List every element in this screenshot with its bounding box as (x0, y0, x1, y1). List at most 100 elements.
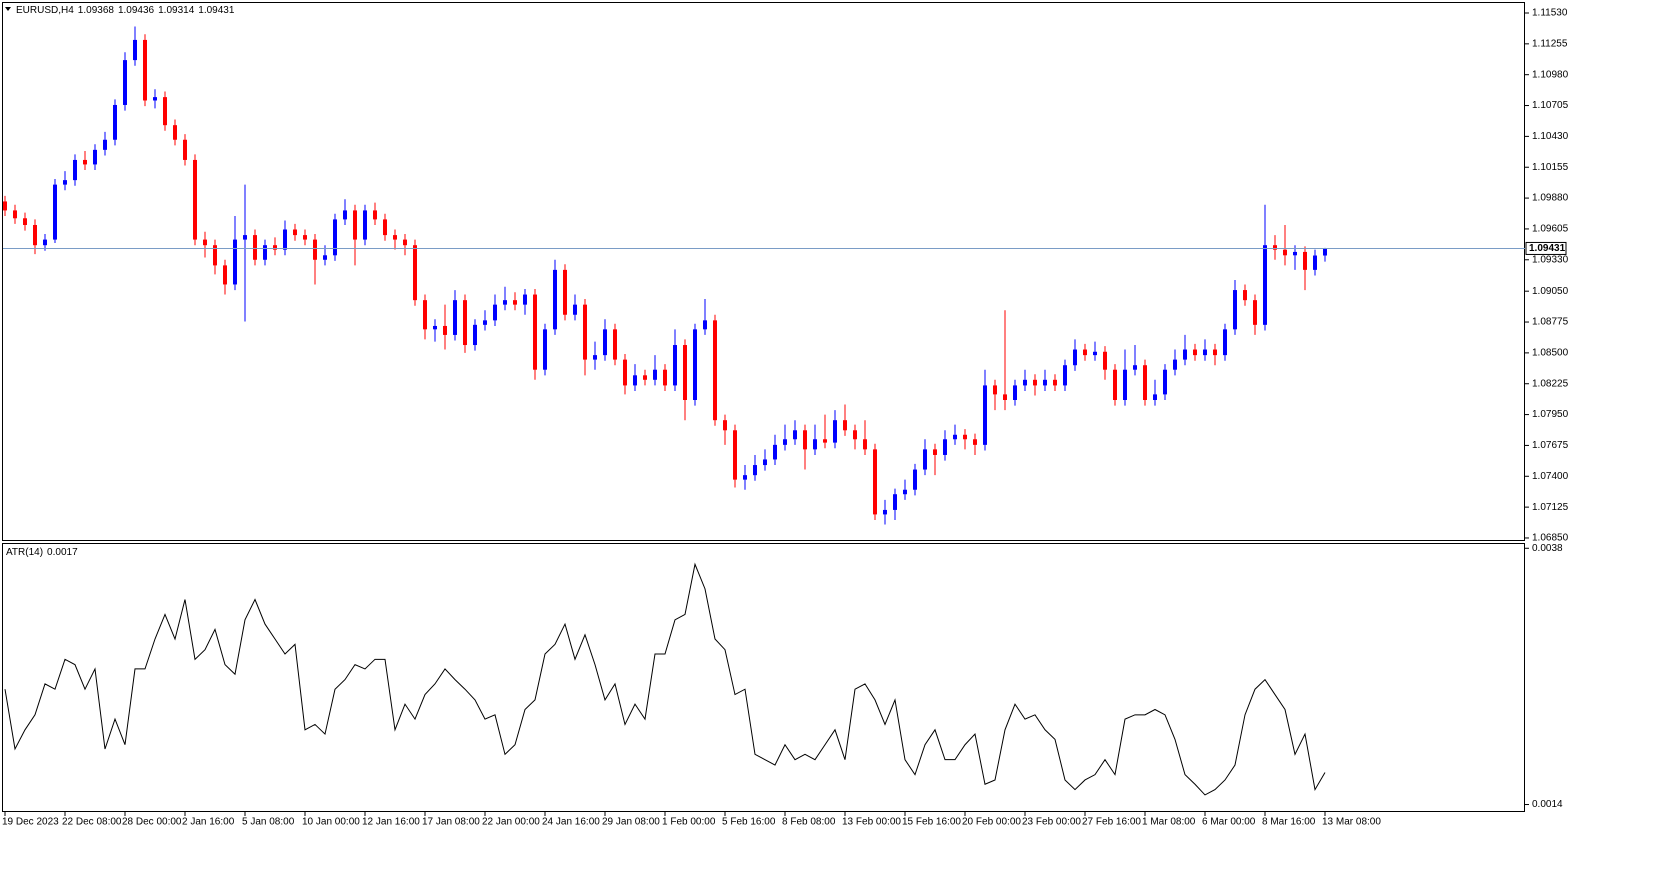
candle-body (1073, 349, 1077, 366)
candle-body (913, 469, 917, 490)
candle-body (933, 449, 937, 455)
candle-body (1013, 385, 1017, 400)
candle-body (563, 269, 567, 315)
candle-body (1003, 394, 1007, 400)
atr-title: ATR(14) (6, 547, 43, 558)
candle-body (173, 125, 177, 140)
candle-body (453, 300, 457, 335)
candle-body (1303, 251, 1307, 270)
candle-body (1313, 255, 1317, 270)
y-tick-label: 1.10980 (1532, 69, 1569, 80)
candle-body (443, 325, 447, 335)
x-tick-label: 8 Mar 16:00 (1262, 817, 1316, 828)
candle-body (1243, 290, 1247, 301)
candle-body (143, 39, 147, 101)
candle-body (943, 439, 947, 455)
candle-body (523, 294, 527, 305)
candle-body (1183, 349, 1187, 360)
candle-body (63, 180, 67, 185)
candle-body (1263, 245, 1267, 325)
candle-body (183, 139, 187, 160)
candle-body (653, 369, 657, 380)
candle-body (973, 439, 977, 445)
y-tick-label: 1.11530 (1532, 8, 1568, 19)
candle-body (203, 239, 207, 246)
candle-body (1103, 351, 1107, 370)
candle-body (1273, 245, 1277, 250)
candle-body (993, 385, 997, 395)
y-tick-label: 1.10430 (1532, 131, 1569, 142)
candle-body (83, 159, 87, 165)
candle-body (23, 218, 27, 226)
candle-body (1093, 351, 1097, 356)
current-price-label: 1.09431 (1529, 243, 1566, 254)
candle-body (293, 229, 297, 236)
x-tick-label: 1 Feb 00:00 (662, 817, 716, 828)
candle-body (483, 320, 487, 325)
candle-body (863, 439, 867, 450)
candle-body (1153, 394, 1157, 400)
candle-body (273, 245, 277, 250)
candle-body (643, 375, 647, 380)
x-tick-label: 22 Jan 00:00 (482, 817, 540, 828)
atr-last-value: 0.0017 (47, 547, 78, 558)
candle-body (1253, 300, 1257, 325)
candle-body (113, 104, 117, 140)
x-tick-label: 27 Feb 16:00 (1082, 817, 1141, 828)
candle-body (363, 210, 367, 240)
candle-body (313, 239, 317, 260)
x-tick-label: 19 Dec 2023 (2, 817, 59, 828)
candle-body (713, 320, 717, 421)
candle-body (503, 300, 507, 305)
candle-body (283, 229, 287, 250)
candle-body (1133, 365, 1137, 370)
candle-body (533, 294, 537, 370)
candle-body (433, 325, 437, 330)
x-tick-label: 1 Mar 08:00 (1142, 817, 1196, 828)
candle-body (723, 420, 727, 431)
candle-body (823, 439, 827, 443)
last-close: 1.09431 (198, 5, 235, 16)
x-tick-label: 12 Jan 16:00 (362, 817, 420, 828)
y-tick-label: 1.07675 (1532, 440, 1569, 451)
candle-body (663, 369, 667, 386)
last-low: 1.09314 (158, 5, 195, 16)
y-tick-label: 1.09605 (1532, 224, 1569, 235)
atr-header: ATR(14) 0.0017 (6, 547, 78, 558)
last-high: 1.09436 (118, 5, 155, 16)
candle-body (1043, 379, 1047, 386)
x-tick-label: 10 Jan 00:00 (302, 817, 360, 828)
x-tick-label: 13 Mar 08:00 (1322, 817, 1381, 828)
symbol-title: EURUSD,H4 (16, 5, 74, 16)
candle-body (853, 430, 857, 440)
candle-body (333, 219, 337, 256)
candle-body (193, 159, 197, 240)
atr-panel-frame (2, 543, 1525, 812)
menu-arrow[interactable] (5, 7, 11, 11)
candle-body (593, 355, 597, 360)
y-tick-label: 0.0038 (1532, 543, 1563, 554)
candle-body (103, 139, 107, 150)
candle-body (743, 475, 747, 480)
candle-body (53, 184, 57, 240)
candle-body (3, 201, 7, 211)
candle-body (423, 300, 427, 330)
y-tick-label: 1.07950 (1532, 409, 1569, 420)
y-tick-label: 1.06850 (1532, 533, 1569, 544)
candle-body (383, 219, 387, 236)
candle-body (703, 320, 707, 330)
last-open: 1.09368 (78, 5, 115, 16)
candle-body (773, 444, 777, 460)
candle-body (1163, 369, 1167, 395)
x-tick-label: 6 Mar 00:00 (1202, 817, 1256, 828)
candle-body (1143, 365, 1147, 400)
candle-body (783, 439, 787, 445)
candle-body (813, 439, 817, 450)
candle-body (1063, 365, 1067, 386)
price-header: EURUSD,H4 1.09368 1.09436 1.09314 1.09431 (16, 5, 235, 16)
candle-body (953, 434, 957, 440)
candle-body (1293, 251, 1297, 256)
candle-body (393, 235, 397, 240)
candle-body (243, 235, 247, 240)
